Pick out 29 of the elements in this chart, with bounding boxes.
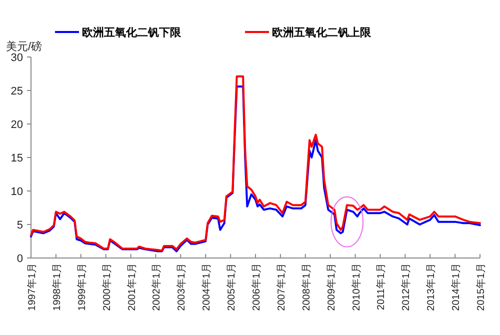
x-tick-label: 2012年1月 [400,263,412,311]
x-tick-label: 2004年1月 [200,263,213,311]
y-axis-title: 美元/磅 [6,40,42,53]
x-tick-label: 2008年1月 [300,263,312,311]
x-tick-label: 2014年1月 [450,263,462,311]
legend-label: 欧洲五氧化二钒上限 [272,26,372,39]
x-tick-label: 2000年1月 [100,263,113,311]
x-tick-label: 2007年1月 [275,263,288,311]
x-tick-label: 2009年1月 [325,263,338,311]
x-tick-label: 2003年1月 [176,263,188,311]
x-tick-label: 2013年1月 [425,263,438,311]
x-tick-label: 1998年1月 [50,263,63,311]
y-tick-label: 20 [10,119,23,131]
legend-label: 欧洲五氧化二钒下限 [82,26,182,39]
x-tick-label: 2001年1月 [126,263,138,311]
x-tick-label: 1997年1月 [26,263,38,311]
x-tick-label: 2006年1月 [250,263,262,311]
y-tick-label: 15 [10,152,23,164]
x-tick-label: 2015年1月 [475,263,487,311]
y-tick-label: 30 [10,52,23,64]
x-tick-label: 1999年1月 [76,263,88,311]
x-tick-label: 2011年1月 [375,263,388,310]
y-tick-label: 5 [16,220,23,232]
x-tick-label: 2002年1月 [150,263,163,311]
x-tick-label: 2010年1月 [350,263,362,311]
x-tick-label: 2005年1月 [226,263,238,311]
y-tick-label: 25 [10,86,23,98]
y-tick-label: 10 [10,186,23,198]
y-tick-label: 0 [16,253,23,265]
